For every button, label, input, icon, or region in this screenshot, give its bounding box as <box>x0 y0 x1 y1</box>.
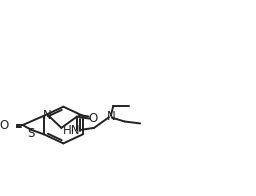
Text: S: S <box>28 127 35 140</box>
Text: HN: HN <box>63 124 80 137</box>
Text: N: N <box>43 109 51 122</box>
Text: O: O <box>0 119 9 132</box>
Text: N: N <box>107 110 116 123</box>
Text: O: O <box>88 112 97 125</box>
